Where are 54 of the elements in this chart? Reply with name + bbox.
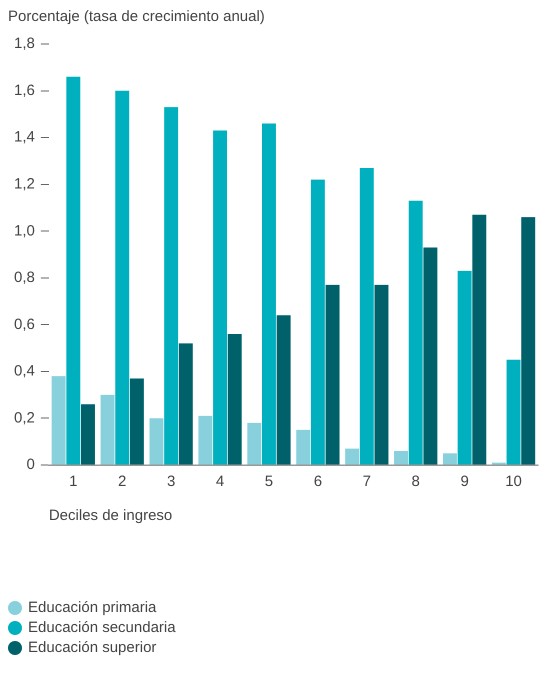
bar [198,416,212,464]
bar [394,450,408,464]
x-tick-label: 3 [166,473,176,490]
y-tick-label: 0,8 [14,269,35,286]
x-tick-label: 5 [264,473,274,490]
y-tick-label: 0,6 [14,316,35,333]
x-tick-label: 10 [505,473,522,490]
y-tick-label: 0,4 [14,362,35,380]
y-tick-label: 0 [26,456,35,474]
y-tick-label: 0,2 [14,409,35,426]
bar [100,394,115,464]
x-tick-label: 2 [118,473,126,490]
bar [66,76,80,464]
bar [423,247,438,464]
bar [408,200,423,464]
y-tick-label: 1,0 [14,222,35,240]
bar [52,376,66,464]
legend-label: Educación secundaria [28,619,176,636]
y-tick-label: 1,2 [14,175,35,192]
x-tick-label: 1 [69,473,78,490]
bar [276,315,291,464]
bar [326,284,340,464]
x-tick-label: 8 [412,473,420,490]
bar [262,124,276,464]
bar [247,422,262,464]
y-tick-label: 1,6 [14,82,35,99]
legend-label: Educación primaria [28,599,156,616]
x-tick-label: 9 [460,473,469,490]
bar [310,180,325,464]
bar [521,217,536,464]
legend-label: Educación superior [28,639,156,656]
bar [360,168,374,464]
bar [374,284,388,464]
x-tick-label: 4 [216,473,224,490]
x-axis-title: Deciles de ingreso [48,507,172,524]
bar [228,334,242,464]
bar [130,378,144,464]
x-tick-label: 6 [314,473,322,490]
bar [213,130,228,464]
bar [81,404,95,464]
y-tick-label: 1,4 [14,128,35,146]
bar [296,430,310,464]
y-tick-label: 1,8 [14,35,35,52]
bar [164,107,178,464]
bar [506,360,521,464]
y-axis-title: Porcentaje (tasa de crecimiento anual) [8,8,266,25]
bar [178,343,193,464]
bar [472,214,486,464]
bar [442,453,457,464]
bar [115,90,130,464]
bar [458,270,472,464]
bar [345,448,360,464]
bar [149,418,164,464]
x-tick-label: 7 [362,473,371,490]
